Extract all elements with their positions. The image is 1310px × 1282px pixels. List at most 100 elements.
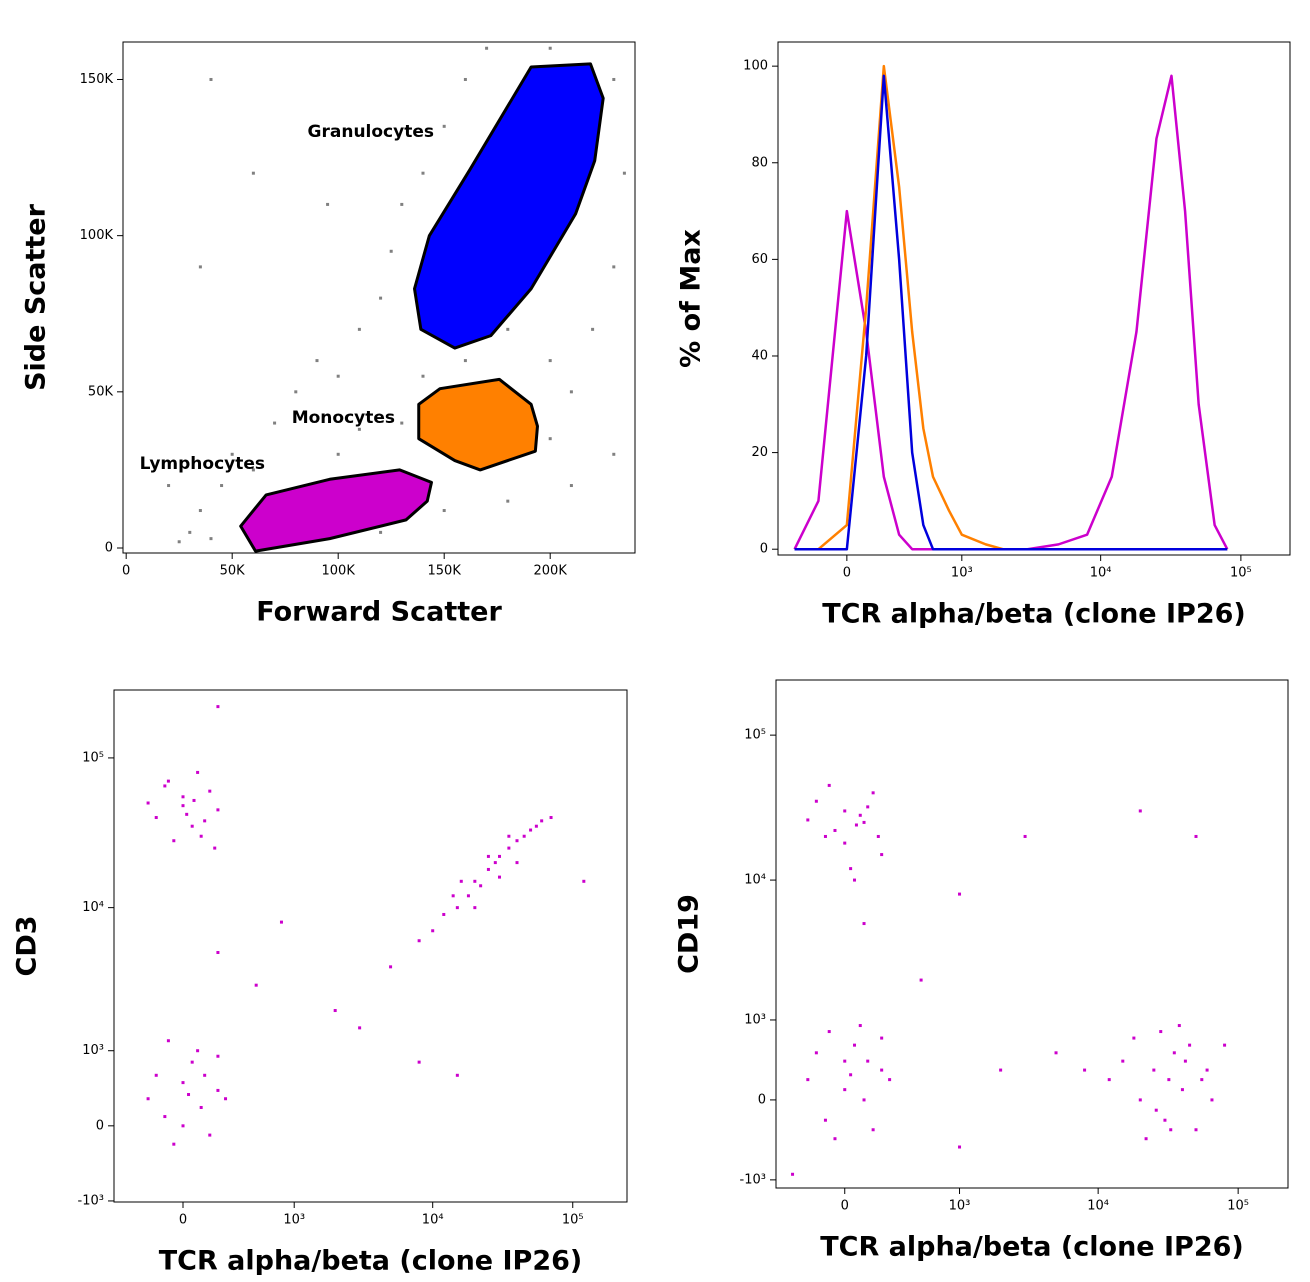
- event-dot: [216, 1054, 220, 1058]
- event-dot: [806, 818, 810, 822]
- event-dot: [196, 1049, 200, 1053]
- event-dot: [251, 468, 255, 472]
- event-dot: [871, 791, 875, 795]
- histogram-line: [794, 74, 1228, 551]
- gate-label: Lymphocytes: [140, 454, 265, 474]
- event-dot: [1083, 1068, 1087, 1072]
- event-dot: [843, 1088, 847, 1092]
- event-dot: [172, 1142, 176, 1146]
- x-tick-label: 10³: [949, 1199, 971, 1214]
- event-dot: [515, 861, 519, 865]
- y-tick-label: 0: [760, 542, 768, 557]
- event-dot: [486, 867, 490, 871]
- event-dot: [849, 1073, 853, 1077]
- event-dot: [431, 929, 435, 933]
- event-dot: [498, 875, 502, 879]
- y-tick-label: 40: [751, 348, 768, 363]
- event-dot: [507, 834, 511, 838]
- event-dot: [451, 894, 455, 898]
- event-dot: [466, 894, 470, 898]
- event-dot: [880, 1068, 884, 1072]
- event-dot: [166, 1039, 170, 1043]
- y-tick-label: 20: [751, 445, 768, 460]
- y-tick-label: -10³: [78, 1193, 104, 1208]
- x-tick-label: 0: [122, 564, 130, 579]
- event-dot: [862, 820, 866, 824]
- y-axis-title: CD3: [12, 915, 43, 976]
- plot-frame: [122, 41, 636, 554]
- event-dot: [1154, 1108, 1158, 1112]
- event-dot: [379, 530, 383, 534]
- event-dot: [209, 77, 213, 81]
- x-tick-label: 0: [179, 1213, 187, 1228]
- event-dot: [849, 867, 853, 871]
- x-tick-label: 200K: [534, 564, 568, 579]
- x-tick-label: 10⁵: [1227, 1199, 1249, 1214]
- x-tick-label: 10⁵: [1230, 566, 1252, 581]
- event-dot: [417, 1060, 421, 1064]
- x-tick-label: 10⁴: [1090, 566, 1112, 581]
- event-dot: [827, 1030, 831, 1034]
- event-dot: [279, 920, 283, 924]
- event-dot: [421, 374, 425, 378]
- event-dot: [534, 824, 538, 828]
- event-dot: [326, 202, 330, 206]
- event-dot: [1210, 1098, 1214, 1102]
- event-dot: [216, 950, 220, 954]
- event-dot: [806, 1078, 810, 1082]
- event-dot: [1172, 1051, 1176, 1055]
- event-dot: [166, 779, 170, 783]
- event-dot: [1144, 1137, 1148, 1141]
- event-dot: [871, 1128, 875, 1132]
- event-dot: [549, 816, 553, 820]
- event-dot: [199, 834, 203, 838]
- event-dot: [190, 824, 194, 828]
- event-dot: [417, 939, 421, 943]
- event-dot: [1121, 1059, 1125, 1063]
- event-dot: [1183, 1059, 1187, 1063]
- event-dot: [473, 906, 477, 910]
- event-dot: [919, 978, 923, 982]
- event-dot: [177, 540, 181, 544]
- event-dot: [791, 1172, 795, 1176]
- event-dot: [843, 809, 847, 813]
- event-dot: [880, 853, 884, 857]
- y-tick-label: 100: [743, 59, 768, 74]
- event-dot: [866, 1059, 870, 1063]
- y-axis-title: Side Scatter: [21, 203, 52, 391]
- event-dot: [315, 359, 319, 363]
- y-tick-label: 10⁵: [744, 728, 766, 743]
- event-dot: [463, 359, 467, 363]
- y-tick-label: 0: [96, 1118, 104, 1133]
- event-dot: [357, 327, 361, 331]
- event-dot: [146, 801, 150, 805]
- event-dot: [389, 965, 393, 969]
- event-dot: [486, 854, 490, 858]
- event-dot: [612, 77, 616, 81]
- event-dot: [358, 1026, 362, 1030]
- event-dot: [455, 906, 459, 910]
- event-dot: [213, 846, 217, 850]
- event-dot: [507, 846, 511, 850]
- x-tick-label: 100K: [322, 564, 356, 579]
- event-dot: [493, 861, 497, 865]
- event-dot: [843, 1059, 847, 1063]
- event-dot: [188, 530, 192, 534]
- y-tick-label: 60: [751, 252, 768, 267]
- event-dot: [854, 823, 858, 827]
- event-dot: [569, 484, 573, 488]
- event-dot: [400, 421, 404, 425]
- event-dot: [442, 912, 446, 916]
- event-dot: [591, 327, 595, 331]
- gate: [417, 377, 539, 472]
- event-dot: [1163, 1118, 1167, 1122]
- event-dot: [814, 799, 818, 803]
- event-dot: [1054, 1051, 1058, 1055]
- event-dot: [216, 808, 220, 812]
- gate-label: Monocytes: [292, 408, 395, 428]
- x-tick-label: 50K: [220, 564, 246, 579]
- event-dot: [479, 884, 483, 888]
- event-dot: [582, 879, 586, 883]
- event-dot: [1132, 1036, 1136, 1040]
- event-dot: [823, 834, 827, 838]
